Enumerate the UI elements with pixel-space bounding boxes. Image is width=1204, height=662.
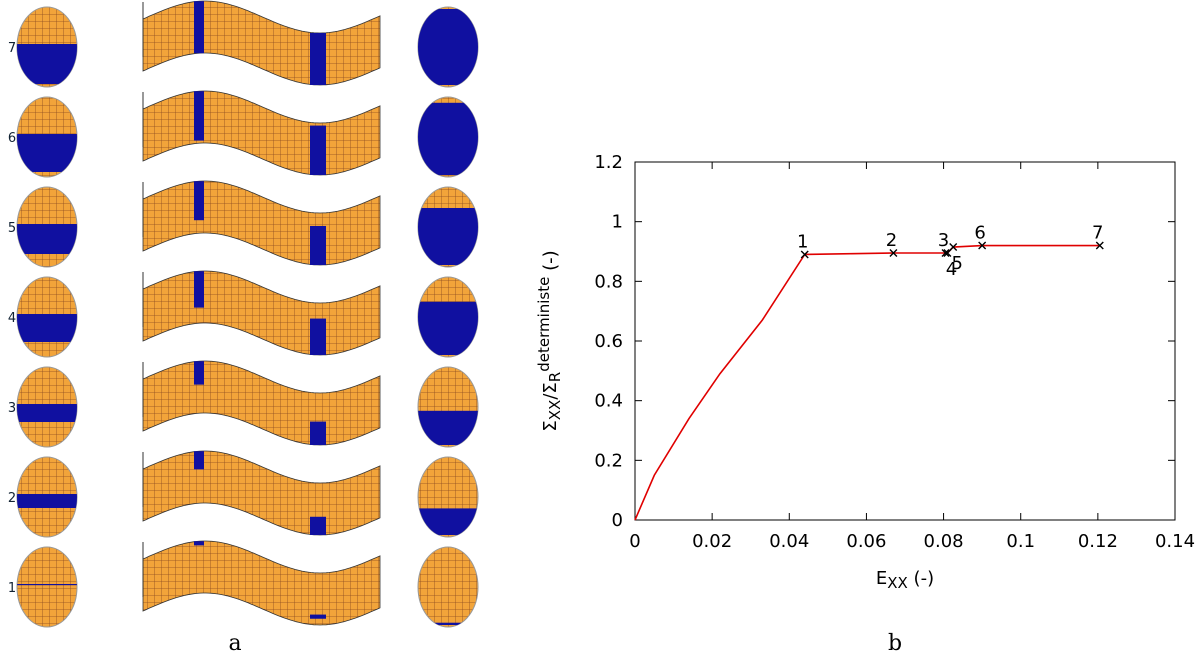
- mesh-section: [16, 546, 78, 628]
- point-label: 2: [886, 230, 897, 251]
- damage-zone: [418, 301, 478, 355]
- y-tick-label: 1.2: [594, 152, 623, 173]
- damage-zone: [17, 404, 77, 422]
- damage-zone: [418, 9, 478, 85]
- mesh-beam: [142, 0, 381, 86]
- damage-zone: [17, 314, 77, 342]
- axis-label-part: (-): [908, 568, 934, 589]
- y-tick-label: 0.6: [594, 331, 623, 352]
- damage-zone: [194, 451, 204, 470]
- damage-zone: [17, 44, 77, 84]
- axis-label-part: XX: [887, 574, 908, 592]
- x-tick-label: 0.14: [1155, 531, 1195, 552]
- damage-zone: [194, 181, 204, 221]
- point-label: 3: [938, 230, 949, 251]
- damage-zone: [310, 318, 326, 355]
- line: [634, 244, 1100, 521]
- x-tick-label: 0.04: [769, 531, 809, 552]
- row-label: 7: [8, 41, 16, 56]
- x-tick-label: 0.1: [1006, 531, 1035, 552]
- damage-zone: [310, 516, 326, 535]
- y-tick-label: 0: [612, 510, 623, 531]
- point-marker: [949, 243, 958, 252]
- mesh-beam: [142, 450, 381, 536]
- damage-zone: [194, 541, 204, 546]
- row-label: 6: [8, 131, 16, 146]
- damage-zone: [194, 361, 204, 385]
- x-tick-label: 0: [629, 531, 640, 552]
- mesh-beam: [142, 90, 381, 176]
- point-label: 7: [1092, 223, 1103, 244]
- axis-label-part: E: [876, 568, 887, 589]
- point-label: 5: [951, 253, 962, 274]
- axis-label-part: deterministe: [535, 277, 553, 372]
- y-tick-label: 0.2: [594, 450, 623, 471]
- mesh-beam: [142, 270, 381, 356]
- x-tick-label: 0.02: [692, 531, 732, 552]
- row-label: 1: [8, 581, 16, 596]
- x-tick-label: 0.12: [1078, 531, 1118, 552]
- damage-zone: [310, 421, 326, 445]
- point-marker: [889, 248, 898, 257]
- axis-label-part: XX: [546, 400, 564, 421]
- row-label: 4: [8, 311, 16, 326]
- point-label: 6: [974, 223, 985, 244]
- damage-zone: [17, 584, 77, 586]
- row-label: 2: [8, 491, 16, 506]
- point-marker: [1095, 241, 1104, 250]
- row-label: 5: [8, 221, 16, 236]
- damage-zone: [310, 125, 326, 175]
- mesh-beam: [142, 540, 381, 626]
- damage-zone: [418, 410, 478, 445]
- mesh-section: [417, 546, 479, 628]
- point-marker: [943, 248, 952, 257]
- damage-zone: [194, 1, 204, 54]
- axis-label-part: Σ: [540, 420, 561, 431]
- damage-zone: [418, 508, 478, 535]
- axis-label-part: (-): [540, 250, 561, 276]
- x-tick-label: 0.08: [924, 531, 964, 552]
- point-label: 4: [946, 259, 957, 280]
- point-marker: [800, 250, 809, 259]
- damage-zone: [310, 32, 326, 85]
- row-label: 3: [8, 401, 16, 416]
- damage-zone: [194, 271, 204, 308]
- y-tick-label: 1: [612, 212, 623, 233]
- panel-label: a: [228, 631, 241, 656]
- damage-zone: [17, 494, 77, 508]
- panel-label: b: [888, 631, 902, 656]
- mesh-beam: [142, 360, 381, 446]
- axis-label-part: R: [546, 372, 564, 382]
- damage-zone: [17, 224, 77, 254]
- point-marker: [978, 241, 987, 250]
- damage-zone: [418, 102, 478, 175]
- damage-zone: [418, 622, 478, 625]
- damage-zone: [17, 134, 77, 172]
- axis-label-part: /Σ: [540, 382, 561, 399]
- x-tick-label: 0.06: [846, 531, 886, 552]
- mesh-beam: [142, 180, 381, 266]
- damage-zone: [194, 91, 204, 141]
- point-label: 1: [797, 231, 808, 252]
- damage-zone: [418, 208, 478, 265]
- y-tick-label: 0.8: [594, 271, 623, 292]
- axis-label: ΣXX/ΣRdeterministe (-): [535, 250, 564, 431]
- axis-label: EXX (-): [876, 568, 934, 592]
- damage-zone: [310, 225, 326, 265]
- y-tick-label: 0.4: [594, 391, 623, 412]
- plot-frame: [634, 161, 1176, 521]
- point-marker: [941, 248, 950, 257]
- damage-zone: [310, 614, 326, 619]
